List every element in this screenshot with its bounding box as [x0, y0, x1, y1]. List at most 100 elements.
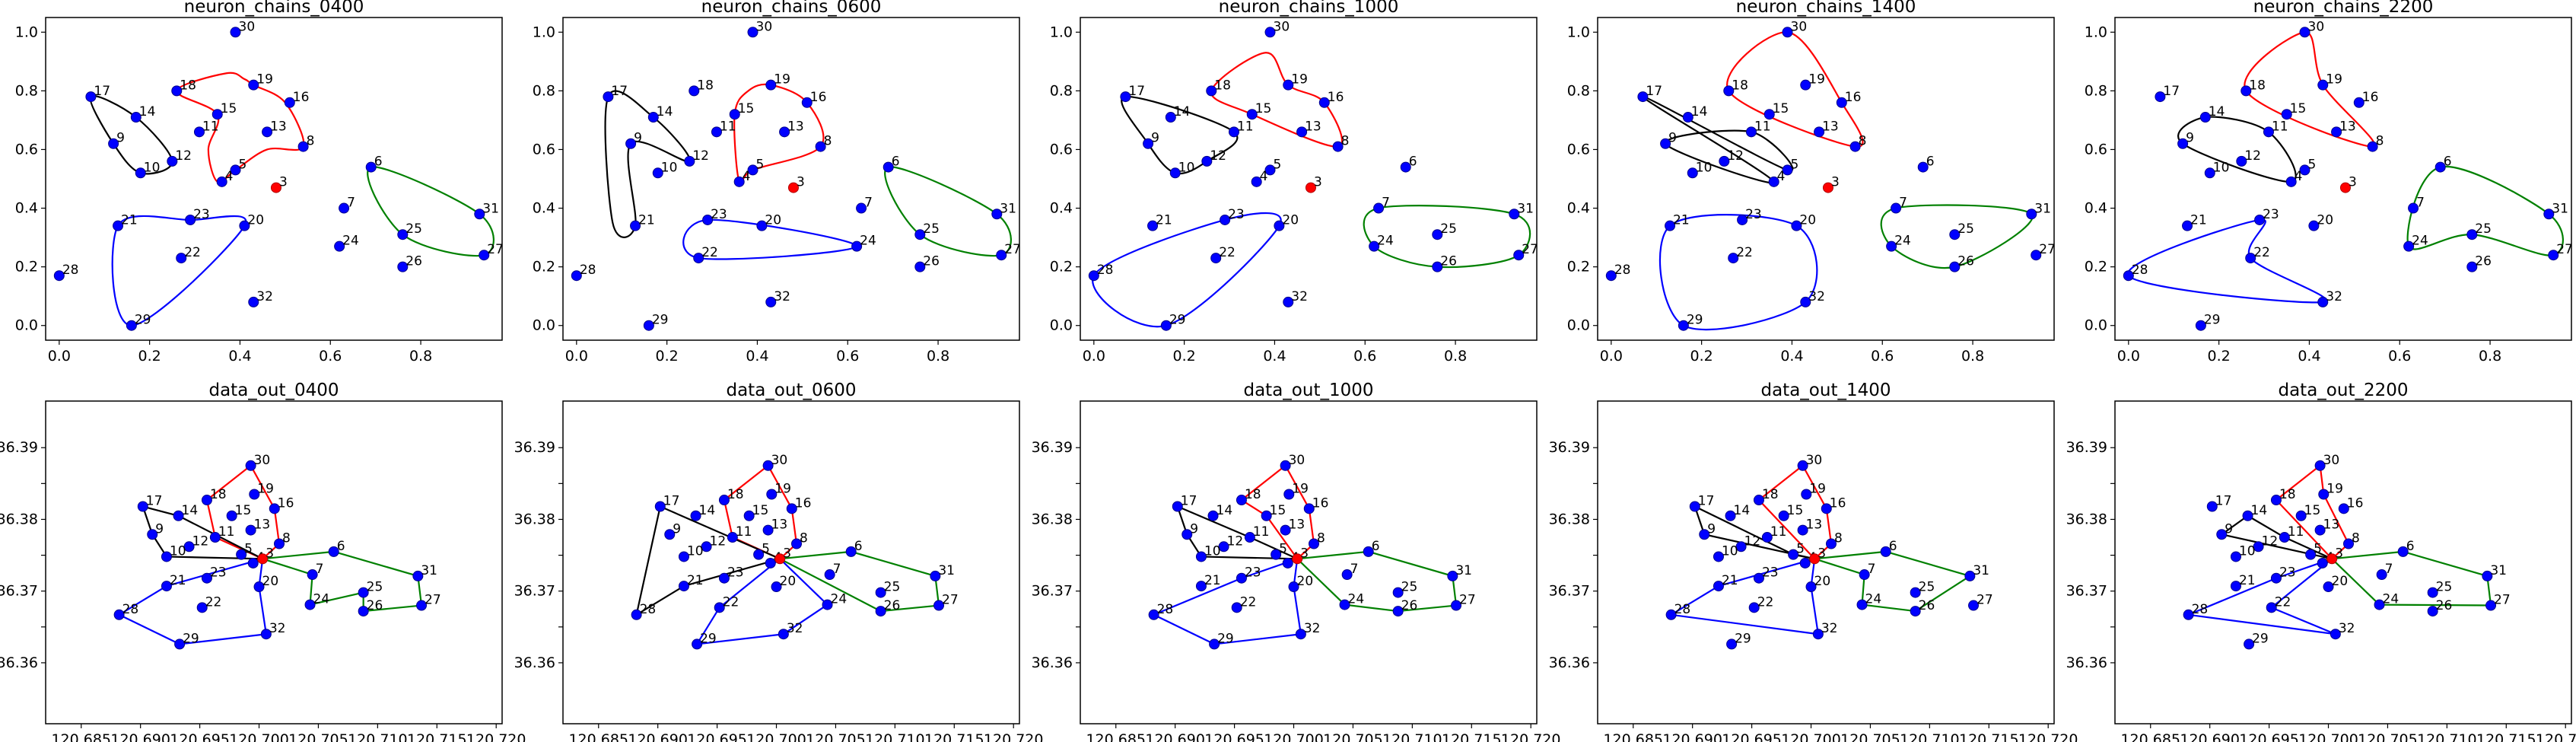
- point-label: 24: [313, 592, 330, 607]
- y-tick-label: 36.39: [1549, 439, 1590, 456]
- x-tick-label: 120.715: [2476, 731, 2536, 742]
- x-tick-label: 0.8: [927, 348, 949, 365]
- axes-frame: [1597, 17, 2055, 341]
- data-point: [1148, 609, 1159, 620]
- point-label: 26: [2436, 598, 2453, 613]
- x-tick-label: 120.710: [1900, 731, 1960, 742]
- point-label: 20: [1799, 213, 1816, 228]
- y-tick-label: 0.8: [533, 82, 555, 99]
- x-tick-label: 120.720: [984, 731, 1044, 742]
- x-tick-label: 120.705: [1840, 731, 1900, 742]
- x-tick-label: 120.695: [687, 731, 747, 742]
- y-tick-label: 0.6: [533, 141, 555, 158]
- x-tick-label: 120.685: [51, 731, 111, 742]
- data-point: [1088, 270, 1099, 282]
- point-label: 6: [1889, 539, 1897, 554]
- point-label: 7: [833, 562, 841, 577]
- chain-line: [262, 550, 423, 613]
- x-tick-label: 120.695: [1204, 731, 1264, 742]
- point-label: 11: [2288, 524, 2304, 540]
- data-point: [358, 587, 369, 598]
- data-point: [1283, 79, 1294, 91]
- data-point: [690, 510, 701, 521]
- point-label: 6: [2406, 539, 2415, 554]
- data-point: [991, 209, 1003, 220]
- point-label: 8: [282, 531, 291, 546]
- point-label: 29: [2252, 631, 2269, 646]
- point-label: 16: [795, 495, 812, 511]
- subplot-title: data_out_1400: [1760, 381, 1891, 400]
- chain-line: [2331, 550, 2492, 607]
- data-point: [875, 606, 886, 617]
- data-point: [1283, 296, 1294, 307]
- point-label: 5: [1274, 157, 1282, 172]
- point-label: 15: [1255, 101, 1272, 116]
- data-point: [108, 138, 119, 149]
- y-tick-label: 1.0: [1567, 24, 1590, 40]
- point-label: 23: [1228, 207, 1245, 222]
- data-point: [1296, 126, 1308, 138]
- point-label: 11: [1754, 119, 1771, 134]
- data-point: [2230, 581, 2241, 592]
- point-label: 32: [269, 621, 286, 636]
- data-point: [2299, 27, 2310, 38]
- point-label: 22: [1219, 245, 1236, 260]
- point-label: 3: [2335, 546, 2343, 561]
- subplot-title: neuron_chains_2200: [2253, 0, 2434, 17]
- y-tick-label: 0.8: [2085, 82, 2107, 99]
- data-point: [85, 91, 97, 103]
- axes-frame: [562, 400, 1020, 724]
- y-tick-label: 1.0: [15, 24, 38, 40]
- point-label: 19: [1809, 481, 1826, 496]
- point-label: 30: [1791, 19, 1808, 34]
- point-label: 23: [1245, 565, 1261, 581]
- data-point: [1246, 109, 1258, 120]
- point-label: 7: [1899, 196, 1907, 211]
- data-point: [1801, 489, 1812, 500]
- data-point: [185, 214, 196, 225]
- point-label: 8: [307, 134, 315, 149]
- point-label: 8: [1834, 531, 1843, 546]
- point-label: 5: [762, 542, 770, 557]
- point-label: 14: [1174, 104, 1191, 119]
- point-label: 18: [180, 78, 196, 93]
- point-label: 19: [774, 72, 790, 88]
- point-label: 13: [1806, 517, 1823, 533]
- data-point: [1195, 581, 1207, 592]
- x-tick-label: 0.6: [1353, 348, 1376, 365]
- data-point: [1201, 155, 1213, 167]
- point-label: 27: [487, 242, 504, 257]
- data-point: [996, 250, 1007, 261]
- data-point: [270, 182, 281, 193]
- point-label: 29: [1169, 313, 1186, 328]
- data-point: [1753, 572, 1764, 584]
- point-label: 7: [2385, 562, 2393, 577]
- point-label: 17: [146, 494, 163, 509]
- point-label: 27: [1977, 593, 1993, 608]
- point-label: 24: [1377, 234, 1394, 249]
- data-point: [2331, 126, 2342, 138]
- point-label: 8: [824, 134, 832, 149]
- x-tick-label: 0.4: [1780, 348, 1803, 365]
- point-label: 20: [262, 574, 279, 589]
- point-label: 31: [938, 563, 955, 578]
- chain-line: [2406, 165, 2564, 256]
- y-tick-label: 0.2: [1567, 259, 1590, 275]
- data-point: [2397, 546, 2409, 557]
- point-label: 27: [425, 593, 441, 608]
- data-point: [1309, 538, 1320, 549]
- y-tick-label: 0.0: [533, 317, 555, 334]
- data-point: [297, 141, 309, 152]
- data-point: [113, 609, 125, 620]
- point-label: 26: [1401, 598, 1418, 613]
- subplot-title: neuron_chains_0600: [701, 0, 882, 17]
- x-tick-label: 0.0: [2117, 348, 2140, 365]
- data-point: [2204, 167, 2215, 179]
- data-point: [630, 220, 641, 231]
- point-label: 6: [2444, 154, 2452, 170]
- y-tick-label: 0.0: [2085, 317, 2107, 334]
- x-tick-label: 120.695: [2239, 731, 2299, 742]
- point-label: 19: [2326, 72, 2342, 88]
- x-tick-label: 0.2: [138, 348, 161, 365]
- data-point: [1169, 167, 1181, 179]
